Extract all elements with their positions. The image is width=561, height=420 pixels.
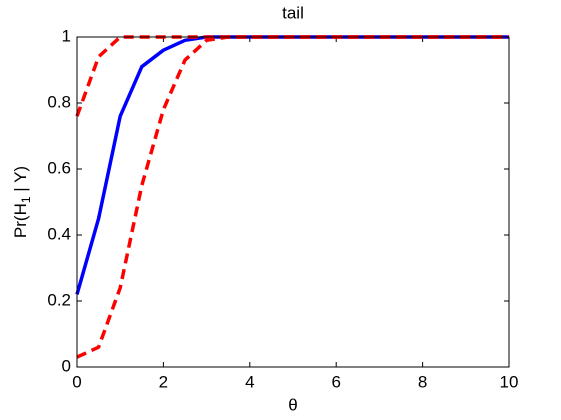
axes-box [76,36,510,368]
y-label-part: Pr(H [11,203,30,238]
plot-area [77,37,509,367]
y-label-sub: 1 [19,196,33,203]
x-tick-label: 6 [331,372,340,391]
x-tick-label: 8 [418,372,427,391]
x-tick-label: 0 [72,372,81,391]
x-tick-label: 2 [159,372,168,391]
y-tick-label: 0.2 [47,290,71,309]
chart-title: tail [282,3,304,22]
y-tick-label: 0.8 [47,92,71,111]
x-tick-label: 10 [500,372,519,391]
y-label-part: | Y) [11,166,30,197]
y-tick-label: 1 [62,26,71,45]
y-axis-label: Pr(H1 | Y) [11,166,33,238]
y-tick-label: 0 [62,356,71,375]
y-tick-label: 0.4 [47,224,71,243]
y-tick-label: 0.6 [47,158,71,177]
x-tick-label: 4 [245,372,254,391]
x-axis-label: θ [288,395,297,414]
